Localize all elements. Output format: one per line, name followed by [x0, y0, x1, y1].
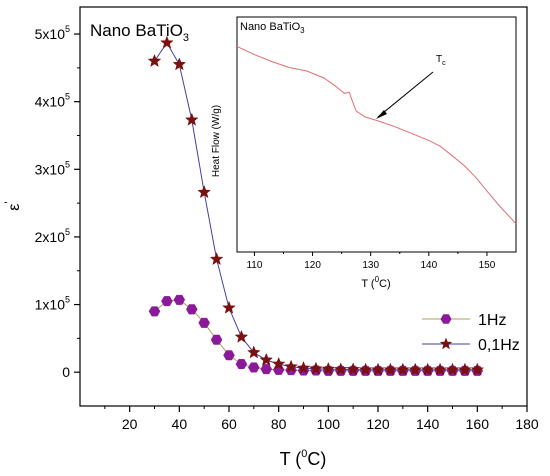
main-series-group	[147, 35, 485, 376]
tc-annotation: Tc	[376, 54, 446, 119]
data-point	[247, 345, 261, 359]
inset-x-axis: 110 120 130 140 150	[246, 252, 496, 271]
main-x-tick-label: 120	[366, 416, 390, 432]
data-point	[148, 306, 161, 317]
data-point	[222, 300, 236, 314]
data-point	[260, 364, 273, 375]
data-point	[160, 35, 174, 49]
main-x-tick-label: 180	[515, 416, 539, 432]
data-point	[198, 317, 210, 328]
inset-x-tick-label: 120	[304, 260, 321, 271]
main-y-axis-label: ε'	[2, 201, 23, 210]
main-y-axis: 0 1x105 2x105 3x105 4x105 5x105	[35, 24, 80, 380]
data-point	[383, 362, 398, 376]
legend-marker-star	[439, 337, 453, 350]
inset-y-axis-label: Heat Flow (W/g)	[211, 105, 222, 177]
data-point	[371, 362, 385, 376]
data-point	[173, 294, 186, 305]
legend: 1Hz 0,1Hz	[422, 312, 520, 354]
data-point	[309, 361, 323, 375]
inset-heat-flow-curve	[236, 45, 517, 225]
main-x-tick-label: 20	[122, 416, 138, 432]
data-point	[396, 362, 410, 376]
inset-x-tick-label: 110	[246, 260, 262, 271]
data-point	[458, 362, 472, 376]
data-point	[186, 304, 198, 315]
inset-x-axis-label: T (0C)	[361, 275, 390, 290]
data-point	[420, 362, 435, 376]
main-y-tick-label: 2x105	[35, 227, 70, 245]
main-x-tick-label: 140	[416, 416, 440, 432]
main-y-tick-label: 1x105	[35, 295, 70, 313]
data-point	[147, 53, 162, 67]
data-point	[197, 185, 211, 199]
main-x-tick-label: 80	[271, 416, 287, 432]
main-x-tick-label: 160	[466, 416, 490, 432]
data-point	[184, 112, 199, 126]
data-point	[333, 362, 348, 376]
inset-plot-area: 110 120 130 140 150 Nano BaTiO3 Heat Flow (W…	[211, 16, 517, 290]
main-plot-area: 20 40 60 80 100 120 140 160 180 0 1x105 2x105 3x105…	[2, 6, 539, 469]
data-point	[271, 356, 286, 370]
data-point	[408, 362, 423, 376]
inset-title: Nano BaTiO3	[240, 21, 305, 35]
data-point	[433, 362, 447, 376]
tc-arrow	[377, 71, 434, 118]
data-point	[248, 362, 260, 373]
inset-plot-frame	[236, 16, 517, 253]
series-0-1hz	[147, 35, 485, 376]
data-point	[234, 329, 249, 343]
main-x-axis: 20 40 60 80 100 120 140 160 180	[104, 406, 539, 432]
data-point	[223, 350, 235, 361]
main-x-tick-label: 60	[221, 416, 237, 432]
main-x-tick-label: 100	[317, 416, 341, 432]
legend-label: 1Hz	[478, 312, 506, 329]
main-x-tick-label: 40	[172, 416, 188, 432]
data-point	[321, 361, 336, 375]
data-point	[210, 334, 223, 345]
data-point	[470, 362, 485, 376]
inset-x-tick-label: 130	[362, 260, 379, 271]
data-point	[346, 362, 360, 376]
main-y-tick-label: 5x105	[35, 24, 70, 42]
data-point	[296, 360, 311, 374]
legend-marker-hexagon	[440, 314, 452, 324]
data-point	[358, 362, 373, 376]
main-x-axis-label: T (0C)	[280, 448, 327, 469]
data-point	[259, 352, 274, 366]
data-point	[209, 252, 224, 266]
legend-label: 0,1Hz	[478, 337, 520, 354]
inset-x-tick-label: 140	[420, 260, 437, 271]
main-title: Nano BaTiO3	[90, 21, 189, 44]
data-point	[445, 362, 460, 376]
data-point	[161, 296, 173, 307]
inset-series-group	[236, 45, 517, 225]
main-y-tick-label: 4x105	[35, 92, 70, 110]
series-line	[154, 299, 478, 372]
main-y-tick-label: 3x105	[35, 159, 70, 177]
tc-arrowhead	[376, 110, 387, 119]
tc-label: Tc	[436, 54, 446, 67]
inset-x-tick-label: 150	[479, 260, 496, 271]
data-point	[284, 359, 298, 373]
data-point	[172, 57, 187, 71]
main-y-tick-label: 0	[62, 364, 70, 380]
data-point	[235, 359, 248, 370]
